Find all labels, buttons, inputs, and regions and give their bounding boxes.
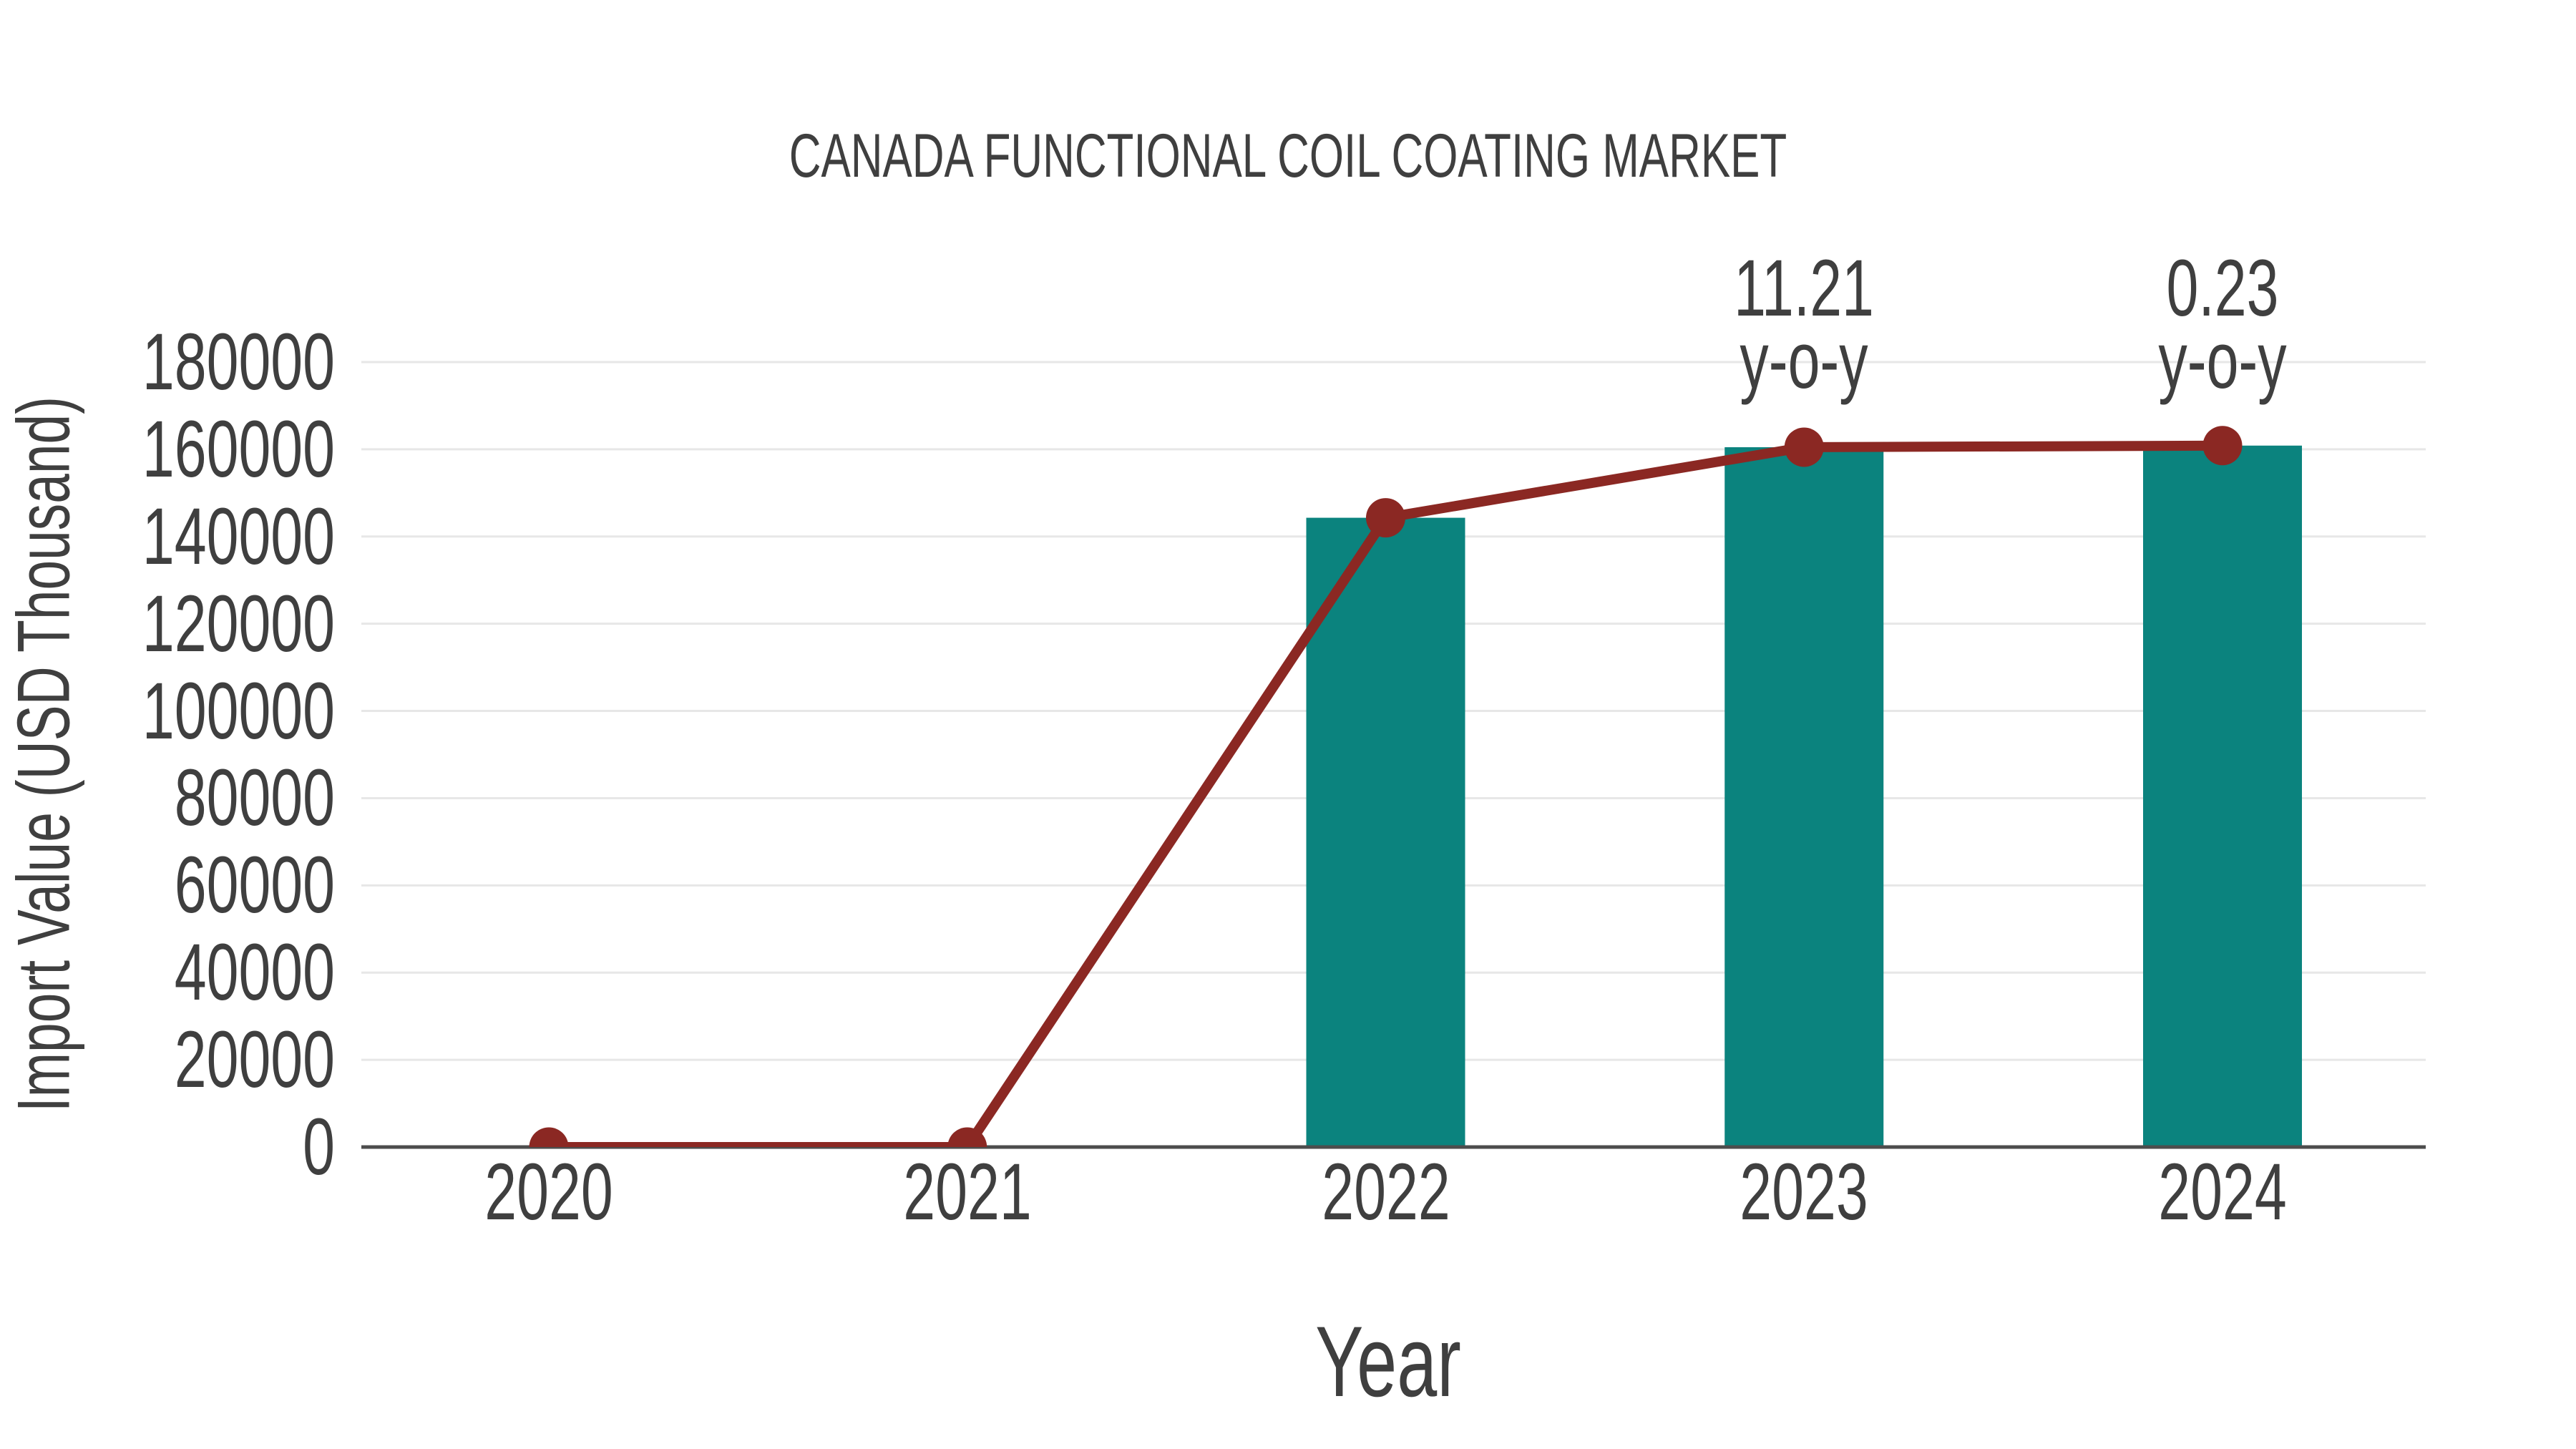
annotation-2024: 0.23 y-o-y xyxy=(2068,243,2377,405)
bar-series xyxy=(1306,445,2302,1147)
y-tick-label-100000: 100000 xyxy=(142,665,335,756)
x-tick-label-2023: 2023 xyxy=(1740,1147,1868,1236)
y-tick-label-20000: 20000 xyxy=(174,1015,335,1105)
x-tick-label-2022: 2022 xyxy=(1321,1147,1450,1236)
annotation-value: 11.21 xyxy=(1734,243,1875,333)
y-tick-label-180000: 180000 xyxy=(142,317,335,406)
marker-2021[interactable] xyxy=(947,1127,987,1167)
annotation-label: y-o-y xyxy=(2158,316,2287,405)
bar-2023[interactable] xyxy=(1724,447,1884,1147)
y-tick-label-120000: 120000 xyxy=(142,578,335,668)
y-tick-label-140000: 140000 xyxy=(142,491,335,581)
marker-2024[interactable] xyxy=(2202,426,2243,466)
y-tick-label-160000: 160000 xyxy=(142,404,335,494)
bar-2024[interactable] xyxy=(2143,445,2302,1147)
y-tick-label-80000: 80000 xyxy=(174,753,335,843)
y-tick-label-0: 0 xyxy=(303,1102,335,1191)
y-tick-label-60000: 60000 xyxy=(174,840,335,930)
marker-2022[interactable] xyxy=(1366,498,1405,538)
x-axis-title: Year xyxy=(1315,1305,1461,1418)
marker-2020[interactable] xyxy=(529,1127,569,1167)
x-tick-label-2020: 2020 xyxy=(484,1147,613,1236)
y-tick-label-40000: 40000 xyxy=(174,927,335,1018)
y-axis-title: Import Value (USD Thousand) xyxy=(2,396,86,1113)
bar-2022[interactable] xyxy=(1306,517,1465,1147)
marker-2023[interactable] xyxy=(1784,427,1824,467)
x-tick-label-2021: 2021 xyxy=(903,1147,1032,1236)
x-tick-label-2024: 2024 xyxy=(2158,1147,2287,1236)
annotation-2023: 11.21 y-o-y xyxy=(1649,243,1958,405)
annotation-label: y-o-y xyxy=(1740,316,1868,405)
annotation-value: 0.23 xyxy=(2166,243,2279,333)
line-series xyxy=(529,426,2243,1167)
chart-title: CANADA FUNCTIONAL COIL COATING MARKET xyxy=(789,122,1787,190)
